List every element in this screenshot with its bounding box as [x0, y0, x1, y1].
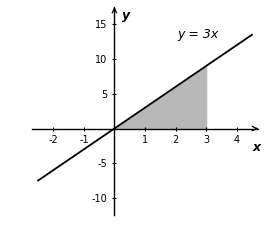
Text: y: y	[122, 9, 130, 22]
Text: x: x	[252, 141, 261, 154]
Text: y = 3x: y = 3x	[177, 28, 218, 41]
